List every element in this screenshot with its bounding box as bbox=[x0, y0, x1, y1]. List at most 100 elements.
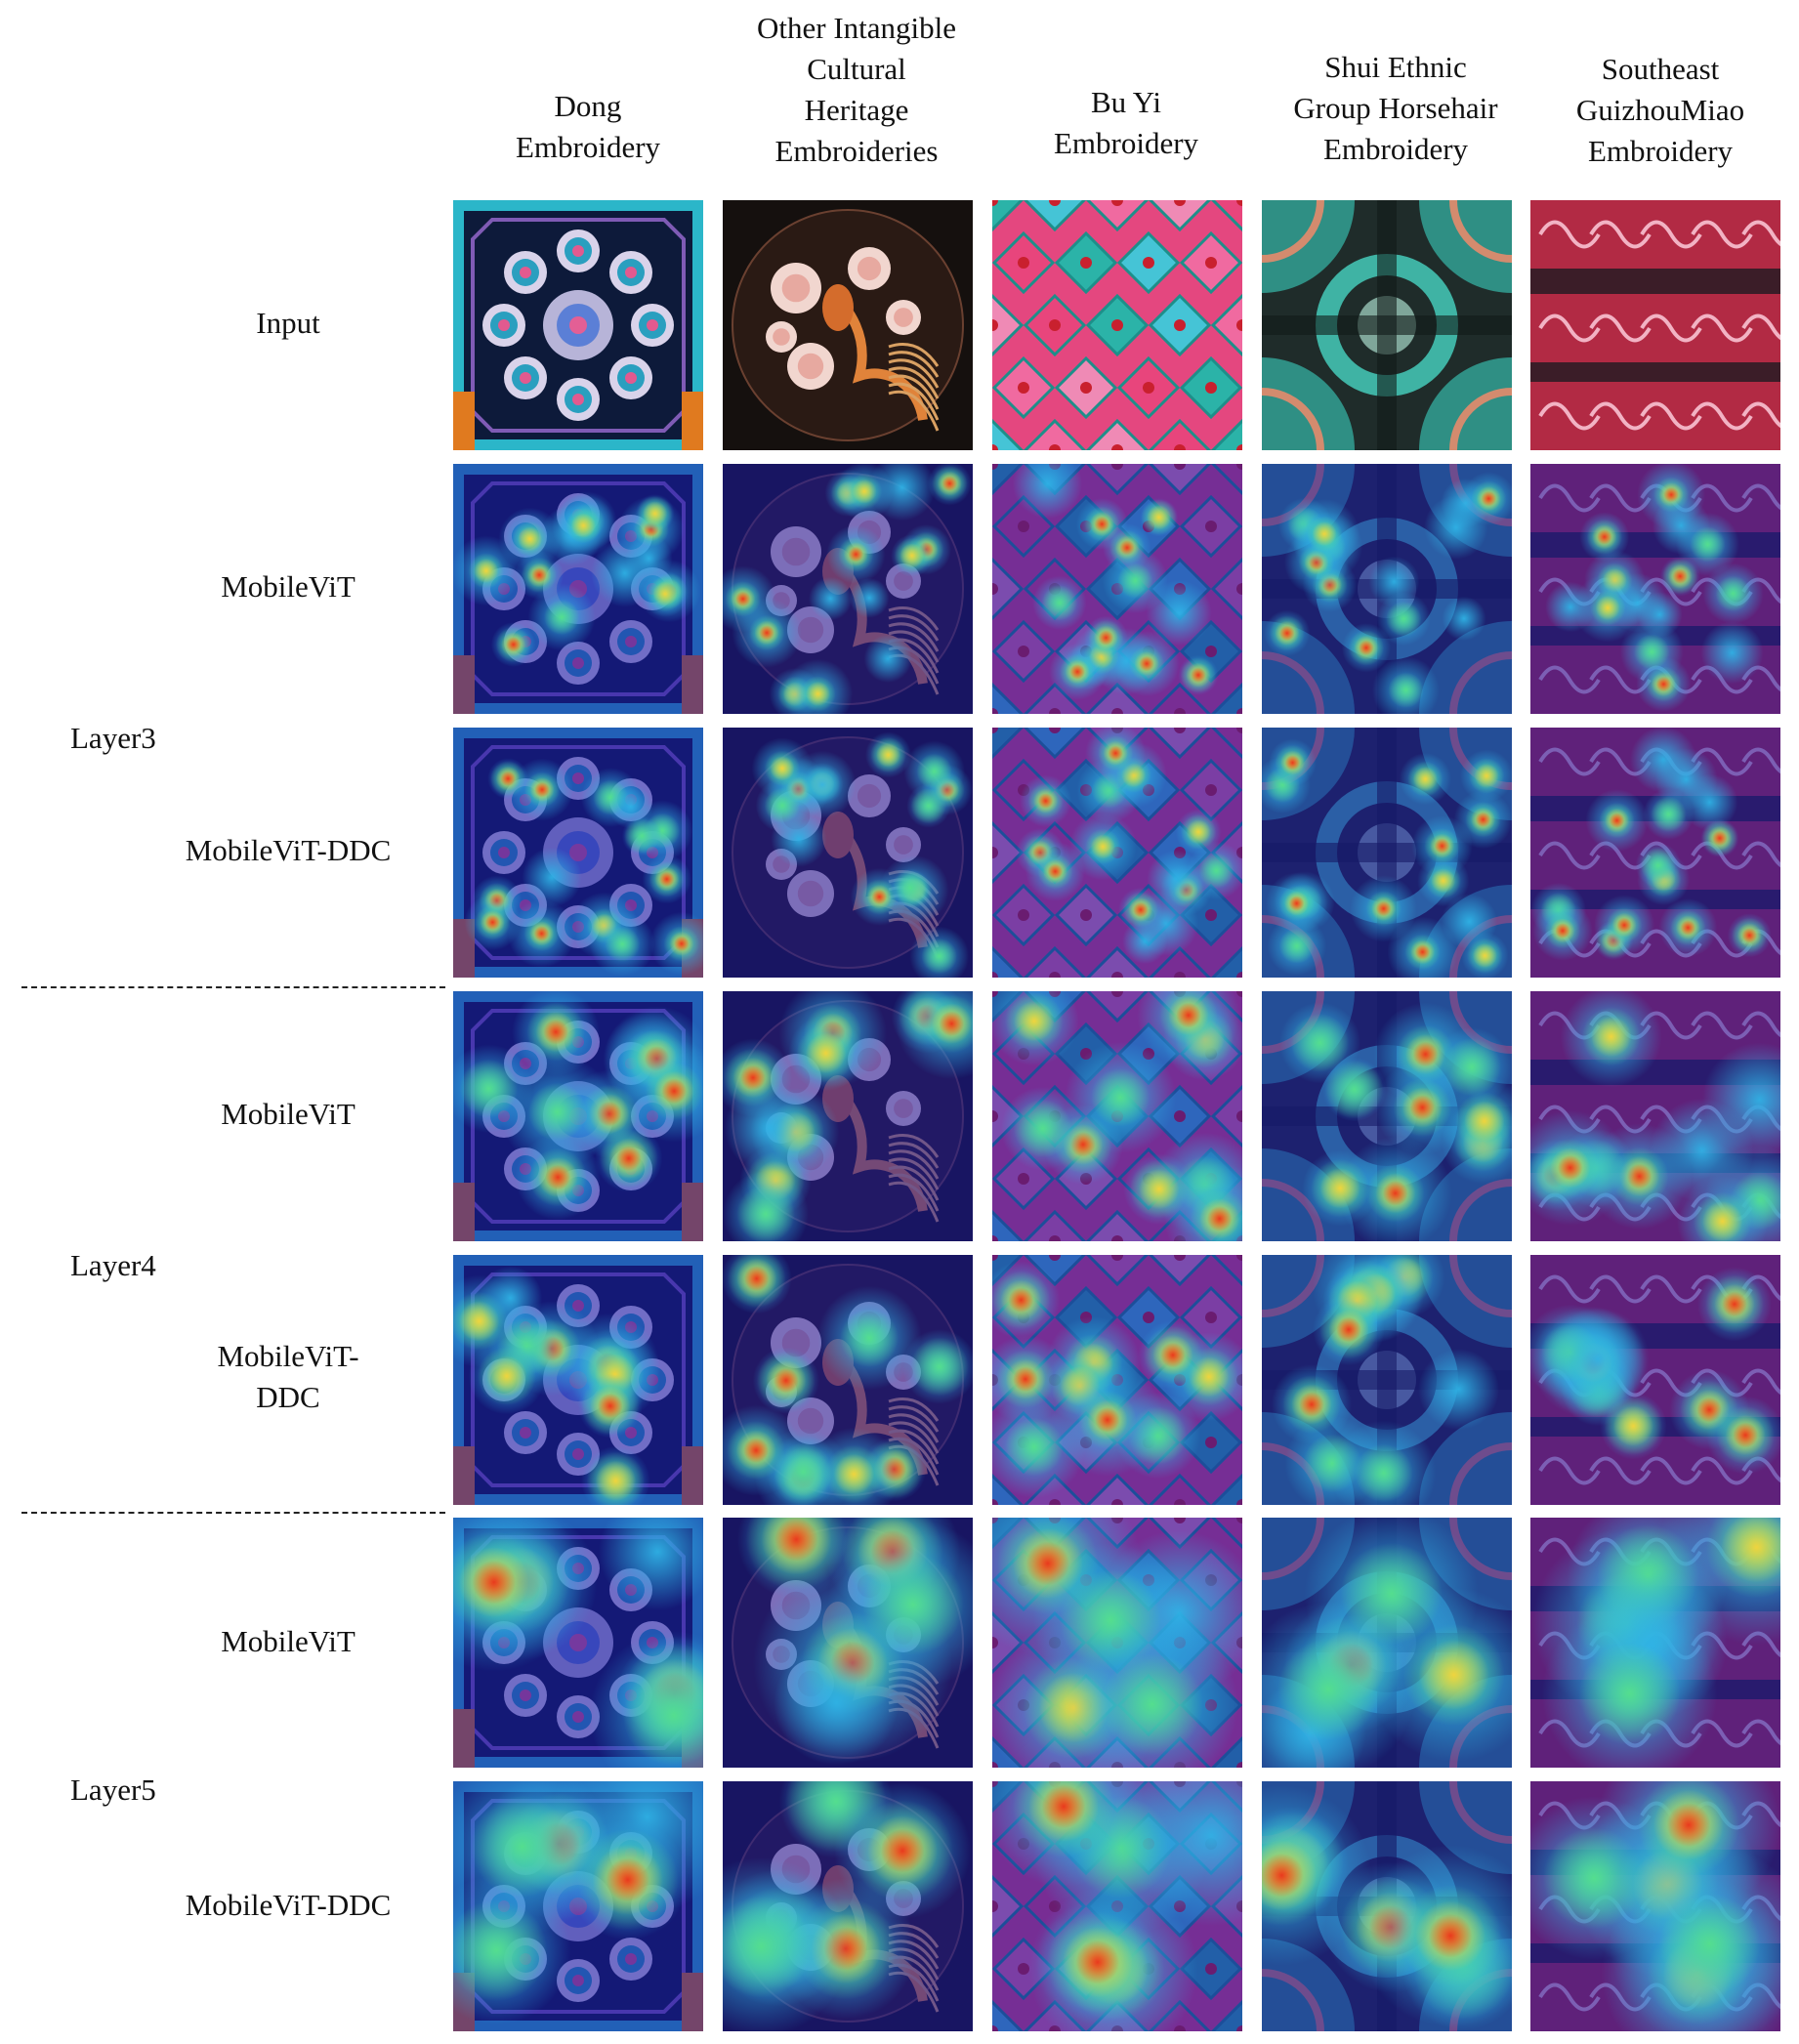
attention-heatmap bbox=[723, 1518, 973, 1768]
heatmap-image-shui-r3 bbox=[1262, 991, 1512, 1241]
row-label-line: MobileViT- bbox=[217, 1339, 359, 1373]
header-line: Dong bbox=[554, 89, 622, 123]
heatmap-image-shui-r2 bbox=[1262, 728, 1512, 978]
row-label-line: MobileViT bbox=[221, 569, 356, 604]
attention-heatmap bbox=[1262, 464, 1512, 714]
header-line: Cultural bbox=[807, 52, 906, 86]
attention-heatmap bbox=[1262, 1518, 1512, 1768]
row-label-line: MobileViT bbox=[221, 1097, 356, 1131]
attention-heatmap bbox=[1530, 728, 1780, 978]
attention-heatmap bbox=[1530, 1255, 1780, 1505]
embroidery-photo bbox=[453, 200, 703, 450]
heatmap-image-other-r6 bbox=[723, 1781, 973, 2031]
attention-heatmap bbox=[1530, 464, 1780, 714]
embroidery-photo bbox=[992, 200, 1242, 450]
attention-heatmap bbox=[1262, 991, 1512, 1241]
heatmap-image-shui-r5 bbox=[1262, 1518, 1512, 1768]
heatmap-image-other-r1 bbox=[723, 464, 973, 714]
attention-heatmap bbox=[1530, 1518, 1780, 1768]
input-image-miao-r0 bbox=[1530, 200, 1780, 450]
input-image-buyi-r0 bbox=[992, 200, 1242, 450]
header-line: Heritage bbox=[804, 93, 909, 127]
row-label-line: MobileViT bbox=[221, 1624, 356, 1658]
row-label-line: MobileViT-DDC bbox=[185, 833, 392, 867]
row-label-l4-mobilevit: MobileViT bbox=[146, 1094, 430, 1135]
input-image-other-r0 bbox=[723, 200, 973, 450]
row-label-l5-ddc: MobileViT-DDC bbox=[146, 1885, 430, 1926]
embroidery-photo bbox=[723, 200, 973, 450]
heatmap-image-miao-r5 bbox=[1530, 1518, 1780, 1768]
heatmap-image-dong-r6 bbox=[453, 1781, 703, 2031]
attention-heatmap bbox=[1262, 728, 1512, 978]
attention-heatmap bbox=[453, 464, 703, 714]
header-line: Embroideries bbox=[774, 134, 939, 168]
heatmap-image-miao-r1 bbox=[1530, 464, 1780, 714]
attention-heatmap bbox=[1530, 1781, 1780, 2031]
header-line: Embroidery bbox=[1053, 126, 1199, 160]
attention-heatmap bbox=[453, 991, 703, 1241]
heatmap-image-shui-r4 bbox=[1262, 1255, 1512, 1505]
attention-heatmap bbox=[992, 464, 1242, 714]
heatmap-image-dong-r5 bbox=[453, 1518, 703, 1768]
row-label-l3-mobilevit: MobileViT bbox=[146, 566, 430, 607]
header-line: Group Horsehair bbox=[1293, 91, 1498, 125]
heatmap-image-dong-r4 bbox=[453, 1255, 703, 1505]
attention-heatmap bbox=[992, 1518, 1242, 1768]
heatmap-image-other-r4 bbox=[723, 1255, 973, 1505]
column-header-buyi: Bu Yi Embroidery bbox=[994, 82, 1258, 164]
heatmap-image-buyi-r6 bbox=[992, 1781, 1242, 2031]
heatmap-image-shui-r6 bbox=[1262, 1781, 1512, 2031]
input-image-shui-r0 bbox=[1262, 200, 1512, 450]
heatmap-image-other-r5 bbox=[723, 1518, 973, 1768]
heatmap-image-shui-r1 bbox=[1262, 464, 1512, 714]
heatmap-image-dong-r3 bbox=[453, 991, 703, 1241]
embroidery-photo bbox=[1262, 200, 1512, 450]
row-label-l5-mobilevit: MobileViT bbox=[146, 1621, 430, 1662]
header-line: GuizhouMiao bbox=[1575, 93, 1745, 127]
attention-heatmap bbox=[992, 991, 1242, 1241]
attention-heatmap bbox=[453, 1518, 703, 1768]
header-line: Shui Ethnic bbox=[1324, 50, 1467, 84]
header-line: Embroidery bbox=[1587, 134, 1734, 168]
heatmap-image-miao-r2 bbox=[1530, 728, 1780, 978]
heatmap-image-buyi-r5 bbox=[992, 1518, 1242, 1768]
layer-label-3: Layer3 bbox=[70, 721, 156, 755]
heatmap-image-other-r2 bbox=[723, 728, 973, 978]
header-line: Bu Yi bbox=[1090, 85, 1162, 119]
attention-heatmap bbox=[1262, 1255, 1512, 1505]
layer-divider bbox=[21, 1512, 445, 1514]
heatmap-image-other-r3 bbox=[723, 991, 973, 1241]
attention-heatmap bbox=[992, 1255, 1242, 1505]
row-label-input: Input bbox=[146, 303, 430, 344]
heatmap-image-dong-r2 bbox=[453, 728, 703, 978]
heatmap-image-dong-r1 bbox=[453, 464, 703, 714]
row-label-l3-ddc: MobileViT-DDC bbox=[146, 830, 430, 871]
header-line: Embroidery bbox=[515, 130, 661, 164]
header-line: Southeast bbox=[1601, 52, 1720, 86]
attention-heatmap bbox=[1530, 991, 1780, 1241]
row-label-l4-ddc: MobileViT- DDC bbox=[146, 1336, 430, 1418]
attention-heatmap bbox=[723, 1255, 973, 1505]
attention-heatmap bbox=[453, 1781, 703, 2031]
row-label-line: DDC bbox=[256, 1380, 320, 1414]
row-label-line: MobileViT-DDC bbox=[185, 1888, 392, 1922]
attention-heatmap bbox=[453, 728, 703, 978]
heatmap-image-buyi-r4 bbox=[992, 1255, 1242, 1505]
heatmap-image-buyi-r2 bbox=[992, 728, 1242, 978]
layer-label-4: Layer4 bbox=[70, 1248, 156, 1282]
header-line: Other Intangible bbox=[756, 11, 956, 45]
embroidery-photo bbox=[1530, 200, 1780, 450]
layer-divider bbox=[21, 986, 445, 988]
column-header-miao: Southeast GuizhouMiao Embroidery bbox=[1528, 49, 1792, 172]
heatmap-image-miao-r3 bbox=[1530, 991, 1780, 1241]
column-header-dong: Dong Embroidery bbox=[456, 86, 720, 168]
attention-heatmap bbox=[723, 728, 973, 978]
input-image-dong-r0 bbox=[453, 200, 703, 450]
header-line: Embroidery bbox=[1322, 132, 1469, 166]
heatmap-image-buyi-r1 bbox=[992, 464, 1242, 714]
attention-heatmap bbox=[723, 464, 973, 714]
attention-heatmap bbox=[453, 1255, 703, 1505]
layer-label-5: Layer5 bbox=[70, 1773, 156, 1807]
attention-heatmap bbox=[723, 1781, 973, 2031]
heatmap-image-miao-r6 bbox=[1530, 1781, 1780, 2031]
